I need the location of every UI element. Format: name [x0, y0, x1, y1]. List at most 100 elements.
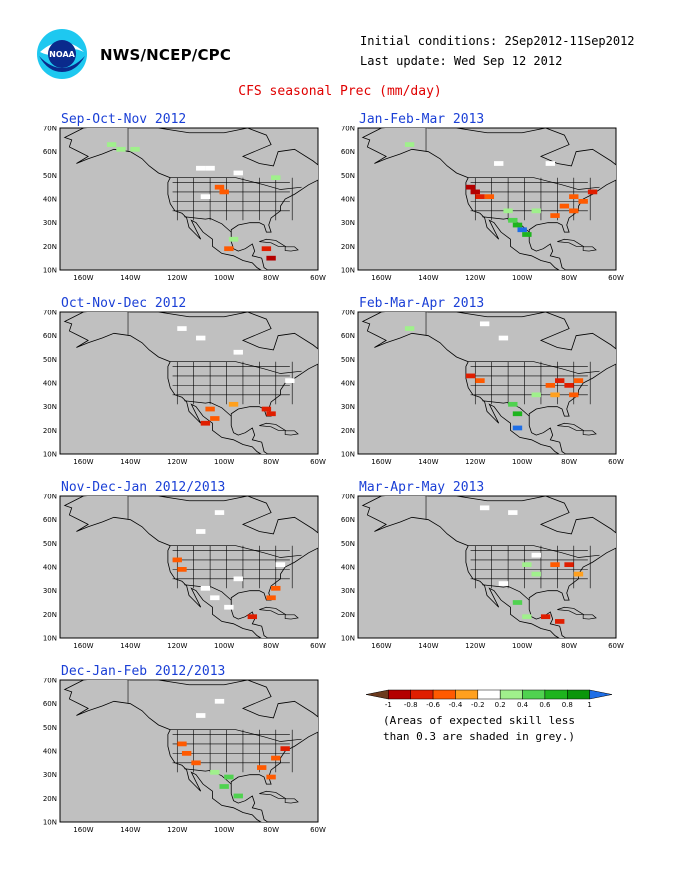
anomaly-cell	[228, 236, 239, 242]
legend-tick-label: -1	[385, 701, 392, 709]
lon-tick-label: 100W	[512, 642, 532, 650]
anomaly-cell	[247, 614, 258, 620]
anomaly-cell	[233, 793, 243, 799]
anomaly-cell	[177, 326, 187, 331]
lon-tick-label: 80W	[263, 642, 279, 650]
anomaly-cell	[214, 698, 225, 704]
lon-tick-label: 100W	[214, 458, 234, 466]
anomaly-cell	[540, 614, 551, 620]
lat-tick-label: 40N	[43, 196, 57, 204]
precip-map: 70N 60N 50N 40N 30N 20N 10N 160W 140W 120W 100W 80W…	[43, 310, 326, 466]
lat-tick-label: 20N	[341, 243, 355, 251]
legend-tick-label: -0.8	[404, 701, 418, 709]
anomaly-cell	[503, 208, 513, 214]
lat-tick-label: 30N	[43, 771, 57, 779]
lat-tick-label: 50N	[341, 356, 355, 364]
lon-tick-label: 60W	[608, 642, 624, 650]
lat-tick-label: 40N	[43, 748, 57, 756]
legend-swatch	[499, 689, 523, 700]
lon-tick-label: 160W	[371, 458, 391, 466]
anomaly-cell	[106, 142, 117, 147]
anomaly-cell	[564, 562, 574, 567]
lat-tick-label: 30N	[43, 219, 57, 227]
lon-tick-label: 160W	[73, 458, 93, 466]
anomaly-cell	[224, 246, 234, 252]
anomaly-cell	[517, 227, 527, 233]
lon-tick-label: 140W	[418, 274, 438, 282]
anomaly-cell	[494, 161, 504, 166]
panel-title: Oct-Nov-Dec 2012	[61, 296, 187, 311]
anomaly-cell	[522, 232, 532, 237]
anomaly-cell	[130, 146, 140, 152]
anomaly-cell	[271, 175, 281, 181]
panel-ond: Oct-Nov-Dec 2012 70N 60N 50N 40N 30N 20N 10N 16…	[36, 296, 326, 476]
lon-tick-label: 80W	[561, 458, 577, 466]
panel-title: Nov-Dec-Jan 2012/2013	[61, 480, 226, 495]
legend-tick-label: 1	[587, 701, 591, 709]
anomaly-cell	[233, 576, 243, 582]
legend-swatch	[410, 689, 434, 700]
lat-tick-label: 50N	[43, 356, 57, 364]
lon-tick-label: 100W	[214, 274, 234, 282]
anomaly-cell	[573, 378, 584, 383]
noaa-logo-text: NOAA	[49, 50, 75, 59]
anomaly-cell	[196, 165, 206, 171]
anomaly-cell	[559, 203, 570, 209]
anomaly-cell	[508, 401, 518, 407]
anomaly-cell	[465, 373, 476, 379]
anomaly-cell	[531, 392, 541, 398]
lon-tick-label: 140W	[120, 642, 140, 650]
precip-map: 70N 60N 50N 40N 30N 20N 10N 160W 140W 120W 100W 80W…	[341, 126, 624, 282]
initial-conditions: Initial conditions: 2Sep2012-11Sep2012	[360, 34, 635, 48]
lat-tick-label: 50N	[43, 540, 57, 548]
anomaly-cell	[479, 505, 490, 511]
anomaly-cell	[508, 510, 518, 515]
anomaly-cell	[196, 713, 206, 718]
lon-tick-label: 60W	[310, 642, 326, 650]
lon-tick-label: 160W	[371, 642, 391, 650]
panel-title: Dec-Jan-Feb 2012/2013	[61, 664, 226, 679]
lon-tick-label: 120W	[167, 274, 187, 282]
anomaly-cell	[266, 411, 276, 417]
legend-swatch	[365, 689, 389, 700]
anomaly-cell	[465, 184, 476, 190]
anomaly-cell	[475, 378, 485, 383]
anomaly-cell	[531, 571, 541, 577]
legend-tick-label: 0.6	[539, 701, 551, 709]
lon-tick-label: 120W	[465, 274, 485, 282]
anomaly-cell	[271, 585, 281, 591]
lon-tick-label: 160W	[73, 642, 93, 650]
lat-tick-label: 30N	[43, 403, 57, 411]
lon-tick-label: 140W	[418, 642, 438, 650]
lat-tick-label: 10N	[43, 819, 57, 827]
lat-tick-label: 50N	[341, 172, 355, 180]
lon-tick-label: 140W	[120, 274, 140, 282]
lat-tick-label: 50N	[43, 724, 57, 732]
anomaly-cell	[219, 189, 229, 195]
anomaly-cell	[484, 194, 495, 199]
lat-tick-label: 60N	[43, 148, 57, 156]
anomaly-cell	[233, 349, 243, 355]
lon-tick-label: 80W	[561, 274, 577, 282]
lat-tick-label: 60N	[43, 700, 57, 708]
lon-tick-label: 140W	[120, 826, 140, 834]
legend-swatch	[455, 689, 479, 700]
lon-tick-label: 120W	[167, 458, 187, 466]
precip-map: 70N 60N 50N 40N 30N 20N 10N 160W 140W 120W 100W 80W…	[341, 494, 624, 650]
lon-tick-label: 80W	[561, 642, 577, 650]
anomaly-cell	[587, 189, 598, 195]
lat-tick-label: 70N	[341, 494, 355, 501]
anomaly-cell	[210, 769, 220, 775]
legend-tick-label: 0.2	[495, 701, 506, 709]
lon-tick-label: 140W	[120, 458, 140, 466]
anomaly-cell	[555, 619, 565, 624]
lat-tick-label: 30N	[43, 587, 57, 595]
legend-swatch	[477, 689, 501, 700]
lat-tick-label: 20N	[43, 243, 57, 251]
anomaly-cell	[200, 420, 211, 426]
lon-tick-label: 80W	[263, 458, 279, 466]
legend-note-line2: than 0.3 are shaded in grey.)	[383, 730, 576, 743]
lat-tick-label: 60N	[43, 516, 57, 524]
anomaly-cell	[531, 208, 541, 214]
lat-tick-label: 50N	[341, 540, 355, 548]
